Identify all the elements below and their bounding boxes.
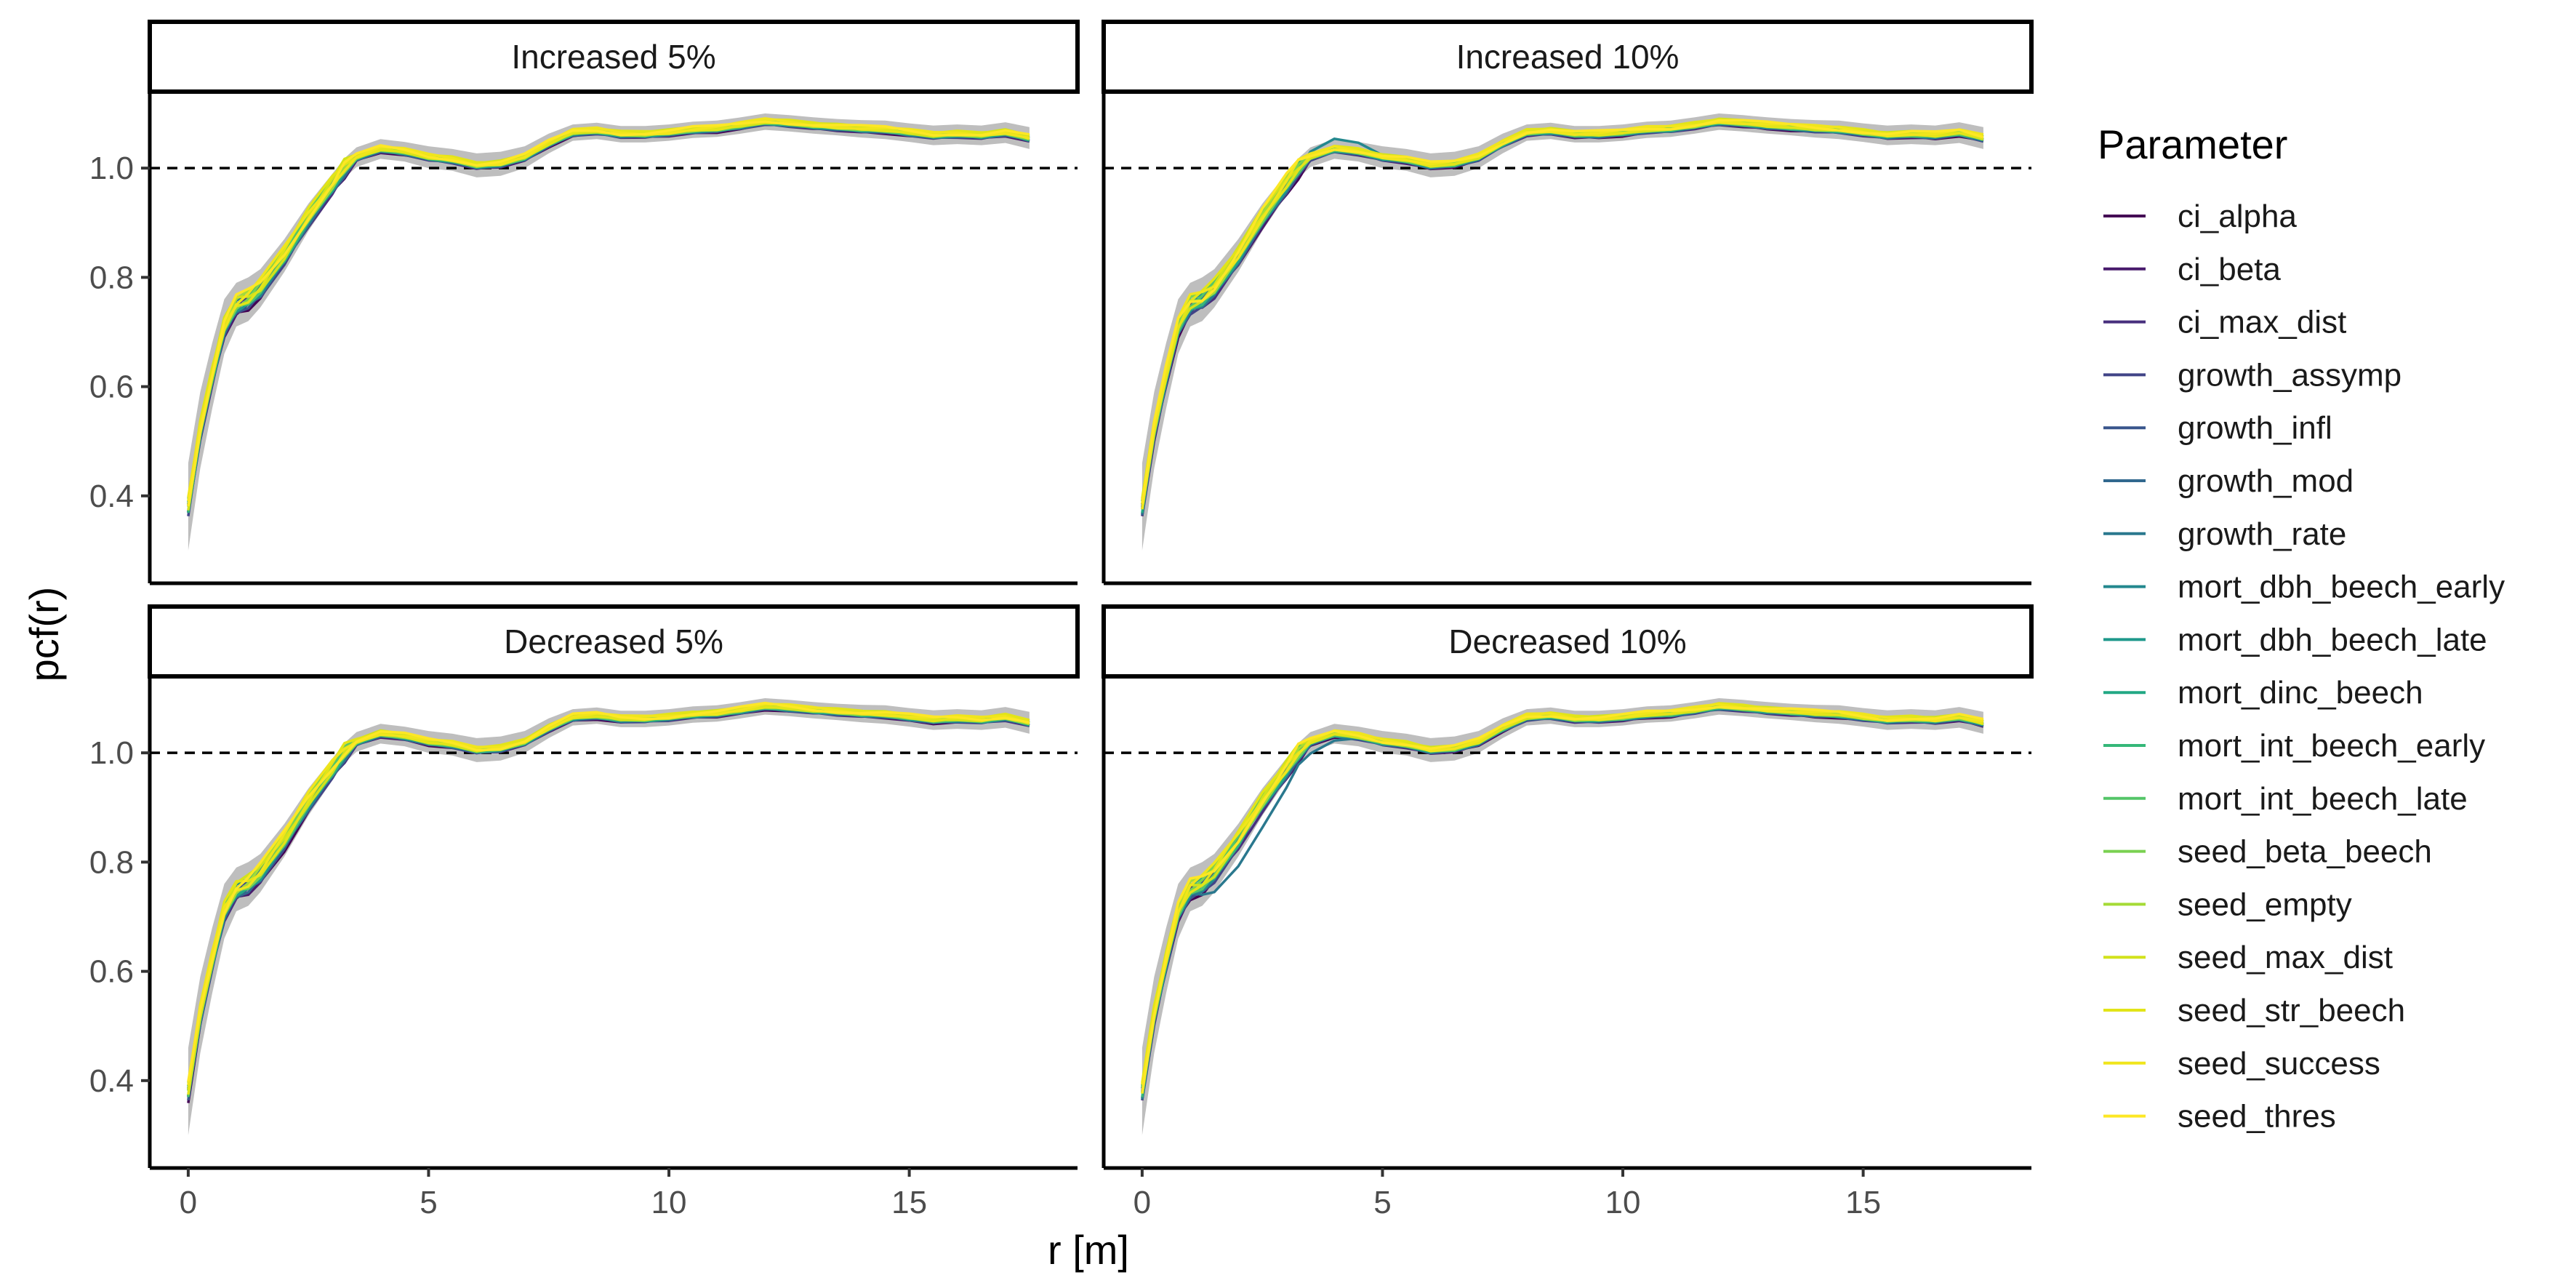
legend-label: mort_dinc_beech	[2178, 675, 2423, 711]
legend-label: mort_int_beech_late	[2178, 781, 2468, 817]
legend-item: seed_beta_beech	[2103, 834, 2432, 870]
x-tick-label: 10	[651, 1185, 687, 1220]
legend-item: mort_int_beech_late	[2103, 781, 2468, 817]
y-tick-label: 0.4	[89, 1063, 134, 1099]
series-line-seed_thres	[1141, 705, 1984, 1094]
x-tick-label: 0	[1133, 1185, 1151, 1220]
legend-label: growth_assymp	[2178, 357, 2402, 393]
legend-item: ci_alpha	[2103, 199, 2297, 234]
legend-item: growth_infl	[2103, 410, 2332, 446]
facet-strip-label: Increased 5%	[511, 38, 715, 76]
legend-item: seed_thres	[2103, 1099, 2336, 1135]
legend-label: mort_dbh_beech_late	[2178, 622, 2487, 657]
facet-strip	[148, 604, 1080, 679]
legend-label: seed_str_beech	[2178, 993, 2405, 1028]
x-tick-label: 15	[1845, 1185, 1881, 1220]
legend-label: growth_mod	[2178, 463, 2354, 499]
panel-3: Decreased 5% 0.4 0.6 0.8 1.0 0 5 10 15	[89, 604, 1080, 1220]
x-tick-label: 5	[420, 1185, 437, 1220]
legend-item: seed_empty	[2103, 887, 2352, 922]
series-line-seed_thres	[187, 701, 1030, 1082]
series-line-seed_success	[187, 703, 1030, 1086]
x-tick-label: 5	[1373, 1185, 1391, 1220]
facet-strip-label: Decreased 5%	[504, 623, 723, 660]
plot-area	[1104, 113, 2031, 551]
legend-label: growth_infl	[2178, 410, 2332, 446]
legend-item: growth_assymp	[2103, 357, 2402, 393]
y-tick-label: 0.8	[89, 844, 134, 880]
legend-item: growth_mod	[2103, 463, 2354, 499]
series-line-seed_thres	[1141, 119, 1984, 505]
legend-label: ci_beta	[2178, 252, 2281, 287]
y-tick-label: 0.6	[89, 369, 134, 405]
facet-strip-label: Decreased 10%	[1448, 623, 1686, 660]
y-tick-label: 1.0	[89, 735, 134, 771]
facet-strip-label: Increased 10%	[1456, 38, 1680, 76]
facet-strip	[1102, 20, 2034, 94]
legend-label: seed_thres	[2178, 1099, 2336, 1135]
y-tick-label: 0.6	[89, 954, 134, 990]
x-axis-title: r [m]	[1048, 1227, 1129, 1273]
panel-4: Decreased 10% 0 5 10 15	[1102, 604, 2034, 1220]
facet-strip	[1102, 604, 2034, 679]
y-axis-title: pcf(r)	[21, 587, 67, 682]
legend-label: seed_max_dist	[2178, 940, 2393, 975]
legend-label: mort_dbh_beech_early	[2178, 569, 2505, 605]
panel-2: Increased 10%	[1102, 20, 2034, 585]
legend-item: mort_dinc_beech	[2103, 675, 2423, 711]
legend-label: ci_alpha	[2178, 199, 2297, 234]
y-tick-label: 0.8	[89, 260, 134, 295]
x-tick-label: 15	[891, 1185, 927, 1220]
legend-label: seed_beta_beech	[2178, 834, 2432, 870]
legend-item: seed_max_dist	[2103, 940, 2393, 975]
legend-label: mort_int_beech_early	[2178, 728, 2485, 764]
legend-item: mort_dbh_beech_late	[2103, 622, 2487, 657]
legend-item: seed_str_beech	[2103, 993, 2405, 1028]
y-tick-label: 0.4	[89, 479, 134, 514]
legend-label: growth_rate	[2178, 516, 2346, 552]
legend-item: growth_rate	[2103, 516, 2346, 552]
legend-item: seed_success	[2103, 1046, 2380, 1081]
legend-label: seed_success	[2178, 1046, 2380, 1081]
legend-title: Parameter	[2098, 121, 2287, 167]
panel-1: Increased 5% 0.4 0.6 0.8 1.0	[89, 20, 1080, 585]
legend-items: ci_alpha ci_beta ci_max_dist growth_assympg…	[2103, 199, 2505, 1135]
x-tick-label: 0	[180, 1185, 197, 1220]
legend-item: mort_dbh_beech_early	[2103, 569, 2505, 605]
plot-area	[150, 698, 1078, 1135]
x-tick-label: 10	[1605, 1185, 1641, 1220]
facet-strip	[148, 20, 1080, 94]
legend-label: seed_empty	[2178, 887, 2352, 922]
legend-item: mort_int_beech_early	[2103, 728, 2485, 764]
legend-label: ci_max_dist	[2178, 305, 2346, 340]
series-line-seed_thres	[187, 120, 1030, 507]
legend: Parameter ci_alpha ci_beta ci_max_distgrow…	[2098, 121, 2505, 1135]
legend-item: ci_beta	[2103, 252, 2281, 287]
plot-area	[1104, 698, 2031, 1135]
legend-item: ci_max_dist	[2103, 305, 2346, 340]
plot-area	[150, 113, 1078, 551]
y-tick-label: 1.0	[89, 151, 134, 186]
facet-panels: Increased 5% 0.4 0.6 0.8 1.0 Increased 10% Dec…	[89, 20, 2034, 1220]
